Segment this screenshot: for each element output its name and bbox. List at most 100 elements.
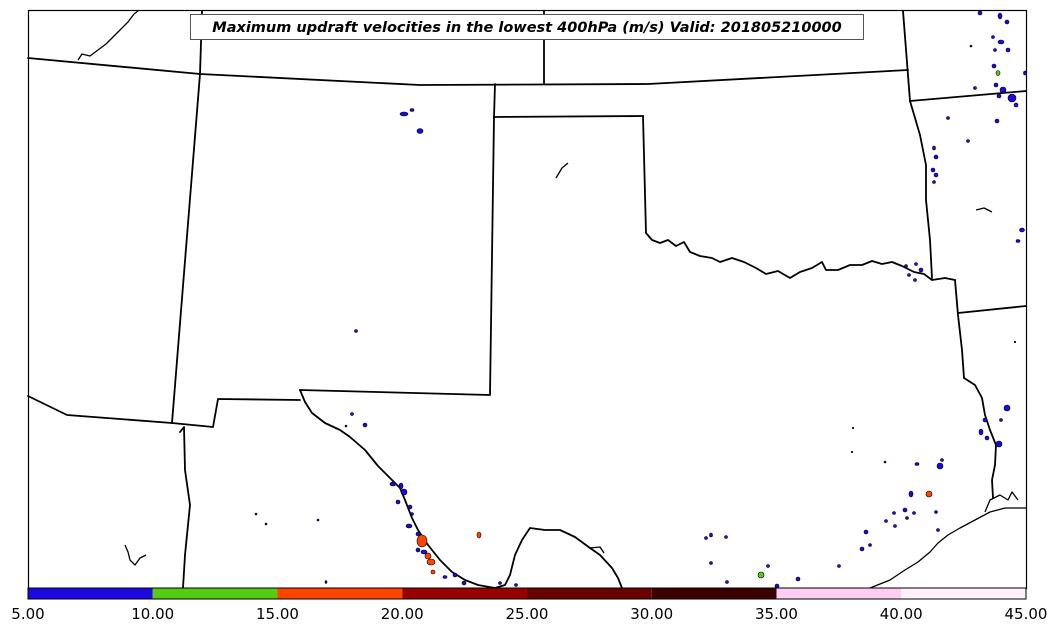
updraft-contour [913, 278, 917, 282]
updraft-contour [416, 128, 424, 134]
colorbar-tick-label: 45.00 [1005, 605, 1048, 623]
updraft-contour [933, 154, 939, 160]
updraft-contour [709, 532, 713, 538]
updraft-contour [420, 549, 428, 555]
updraft-contour [902, 507, 908, 513]
west-coast-baja [77, 10, 139, 61]
border-ks-mo [902, 10, 911, 102]
updraft-contour [932, 180, 936, 184]
updraft-contour [883, 460, 887, 464]
updraft-contour [476, 531, 482, 539]
updraft-contour [316, 518, 320, 522]
updraft-contour [978, 428, 984, 436]
updraft-contour [254, 512, 258, 516]
updraft-contour [709, 561, 713, 565]
updraft-contour [999, 86, 1007, 94]
updraft-contour [1003, 404, 1011, 412]
updraft-contour [996, 93, 1002, 99]
updraft-contour [868, 543, 872, 547]
updraft-contour [1013, 102, 1019, 108]
updraft-contour [410, 512, 414, 516]
colorbar: 5.00 10.00 15.00 20.00 25.00 30.00 35.00 40.00 4… [11, 587, 1048, 623]
updraft-contour [415, 547, 421, 553]
updraft-contour [851, 426, 855, 430]
updraft-contour [1005, 47, 1011, 53]
updraft-contours [254, 10, 1027, 589]
updraft-contour [1015, 239, 1021, 243]
updraft-contour [324, 580, 328, 584]
colorbar-tick-label: 10.00 [131, 605, 174, 623]
updraft-contour [993, 82, 999, 88]
updraft-contour [498, 581, 502, 585]
title-background [190, 14, 864, 40]
border-sabine [963, 377, 997, 499]
border-ar-la [957, 305, 1027, 314]
updraft-contour [991, 63, 997, 69]
gulf-coast [869, 507, 1026, 589]
updraft-contour [905, 516, 909, 520]
updraft-contour [930, 167, 936, 173]
colorbar-bin-0 [28, 588, 153, 599]
colorbar-outline [27, 587, 1027, 600]
updraft-contour [982, 417, 988, 423]
updraft-contour [424, 552, 432, 560]
galveston-bay [984, 491, 1019, 513]
updraft-contour [1023, 70, 1027, 76]
updraft-contour [704, 536, 708, 540]
gulf-of-california [124, 544, 147, 566]
updraft-contour [884, 519, 888, 523]
updraft-contour [984, 435, 990, 441]
updraft-contour [934, 510, 938, 514]
colorbar-bin-4 [527, 588, 652, 599]
map-frame [27, 9, 1028, 590]
colorbar-bin-7 [901, 588, 1026, 599]
updraft-contour [973, 86, 977, 90]
colorbar-bin-5 [651, 588, 777, 599]
updraft-contour [837, 564, 841, 568]
updraft-contour [933, 172, 939, 178]
border-nm-south [171, 398, 301, 428]
updraft-contour [774, 583, 780, 589]
colorbar-bin-2 [277, 588, 403, 599]
updraft-contour [1007, 93, 1017, 103]
coastlines [77, 10, 1026, 589]
border-tx-panhandle-west [299, 116, 495, 396]
updraft-contour [993, 48, 997, 52]
updraft-contour [966, 139, 970, 143]
updraft-contour [892, 511, 896, 515]
updraft-contour [908, 490, 914, 498]
updraft-contour [925, 490, 933, 498]
updraft-contour [977, 10, 983, 16]
updraft-contour [997, 39, 1005, 45]
updraft-contour [398, 482, 404, 490]
updraft-contour [430, 569, 436, 575]
updraft-contour [452, 572, 458, 578]
updraft-contour [461, 580, 467, 586]
colorbar-bin-3 [402, 588, 527, 599]
colorbar-tick-label: 20.00 [381, 605, 424, 623]
amistad-reservoir [582, 542, 605, 554]
updraft-contour [907, 273, 911, 277]
lake-meredith [555, 162, 569, 179]
updraft-contour [354, 329, 358, 333]
border-tx-east [954, 279, 965, 379]
colorbar-tick-label: 35.00 [755, 605, 798, 623]
border-az-south [27, 395, 173, 424]
updraft-contour [405, 523, 413, 529]
updraft-contour [757, 571, 765, 579]
updraft-contour [914, 462, 920, 466]
updraft-contour [416, 534, 428, 548]
updraft-contour [407, 504, 413, 510]
updraft-contour [969, 44, 973, 48]
state-borders [27, 10, 1027, 589]
updraft-contour [936, 528, 940, 532]
border-colorado-north [27, 57, 909, 86]
updraft-contour [1019, 227, 1025, 233]
border-red-river [642, 115, 956, 281]
updraft-contour [863, 529, 869, 535]
updraft-contour [850, 450, 854, 454]
updraft-contour [400, 488, 408, 496]
updraft-contour [918, 267, 924, 273]
updraft-contour [426, 558, 436, 566]
